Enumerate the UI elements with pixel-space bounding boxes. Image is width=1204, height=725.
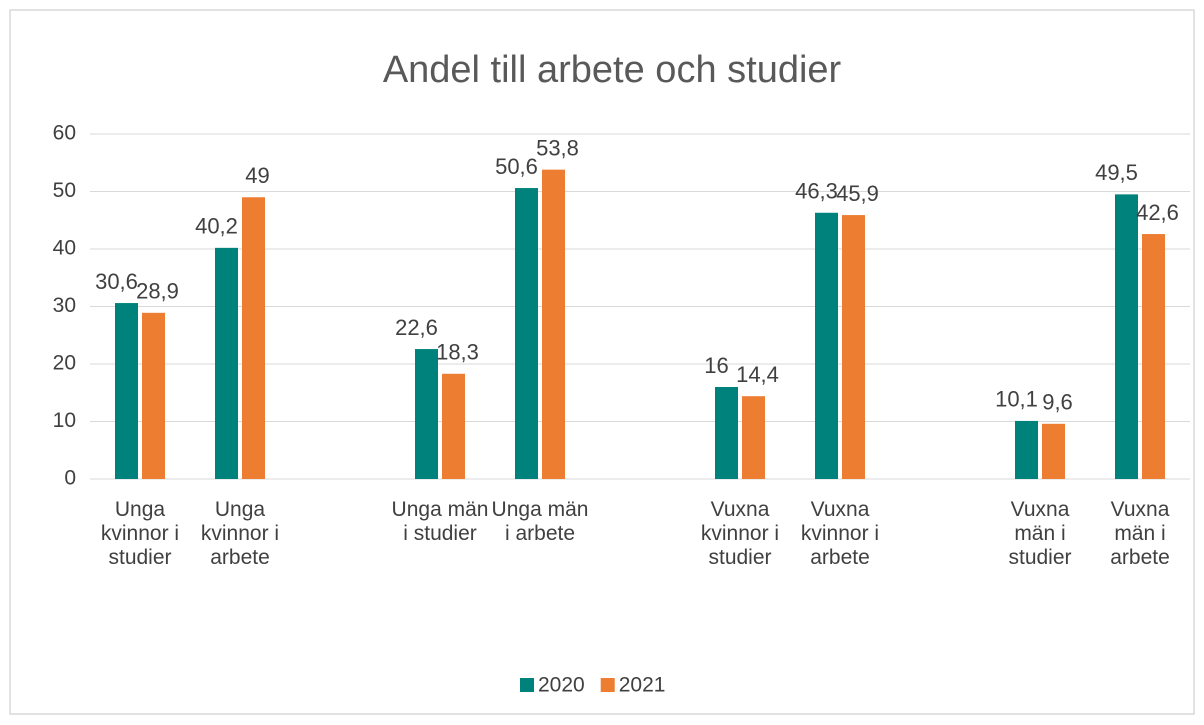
x-tick-label: Vuxna män i studier <box>1008 498 1072 569</box>
bar <box>1042 423 1065 479</box>
data-label: 49 <box>245 163 269 188</box>
chart-title: Andel till arbete och studier <box>383 49 842 91</box>
legend-label: 2020 <box>538 674 585 697</box>
data-label: 14,4 <box>736 362 779 387</box>
bar <box>715 387 738 479</box>
bar <box>815 212 838 479</box>
legend-swatch <box>600 678 615 692</box>
x-tick-label: Unga män i arbete <box>491 498 589 545</box>
y-tick-label: 0 <box>64 467 76 490</box>
x-tick-label: Unga kvinnor i studier <box>100 498 180 569</box>
data-label: 45,9 <box>836 181 879 206</box>
y-tick-label: 40 <box>53 237 76 260</box>
data-label: 22,6 <box>395 315 438 340</box>
bar <box>415 349 438 479</box>
legend-swatch <box>520 678 534 692</box>
x-tick-label: Vuxna kvinnor i arbete <box>800 498 880 569</box>
bar <box>842 215 865 479</box>
bar <box>742 396 765 479</box>
bar <box>1142 234 1165 479</box>
bar <box>142 312 165 479</box>
bar <box>515 188 538 480</box>
y-tick-label: 30 <box>53 294 76 317</box>
bar <box>115 303 138 479</box>
data-label: 40,2 <box>195 214 238 239</box>
data-label: 10,1 <box>995 387 1038 412</box>
x-tick-label: Vuxna män i arbete <box>1110 498 1170 569</box>
bar <box>1015 420 1038 479</box>
y-tick-label: 60 <box>53 122 76 145</box>
y-tick-label: 50 <box>53 179 76 202</box>
x-tick-label: Vuxna kvinnor i studier <box>700 498 780 569</box>
data-label: 18,3 <box>436 340 479 365</box>
data-label: 50,6 <box>495 154 538 179</box>
bar <box>442 373 465 479</box>
x-tick-label: Unga kvinnor i arbete <box>200 498 280 569</box>
data-label: 53,8 <box>536 135 579 160</box>
bar <box>542 169 565 479</box>
data-label: 49,5 <box>1095 160 1138 185</box>
y-tick-label: 10 <box>53 409 76 432</box>
bar <box>215 247 238 479</box>
data-label: 46,3 <box>795 179 838 204</box>
data-label: 30,6 <box>95 269 138 294</box>
data-label: 28,9 <box>136 279 179 304</box>
data-label: 9,6 <box>1042 390 1073 415</box>
data-label: 16 <box>704 353 728 378</box>
legend-label: 2021 <box>619 674 666 697</box>
bar <box>242 197 265 479</box>
data-label: 42,6 <box>1136 200 1179 225</box>
y-tick-label: 20 <box>53 352 76 375</box>
x-tick-label: Unga män i studier <box>391 498 489 545</box>
chart-border <box>9 9 1195 715</box>
bar <box>1115 194 1138 479</box>
